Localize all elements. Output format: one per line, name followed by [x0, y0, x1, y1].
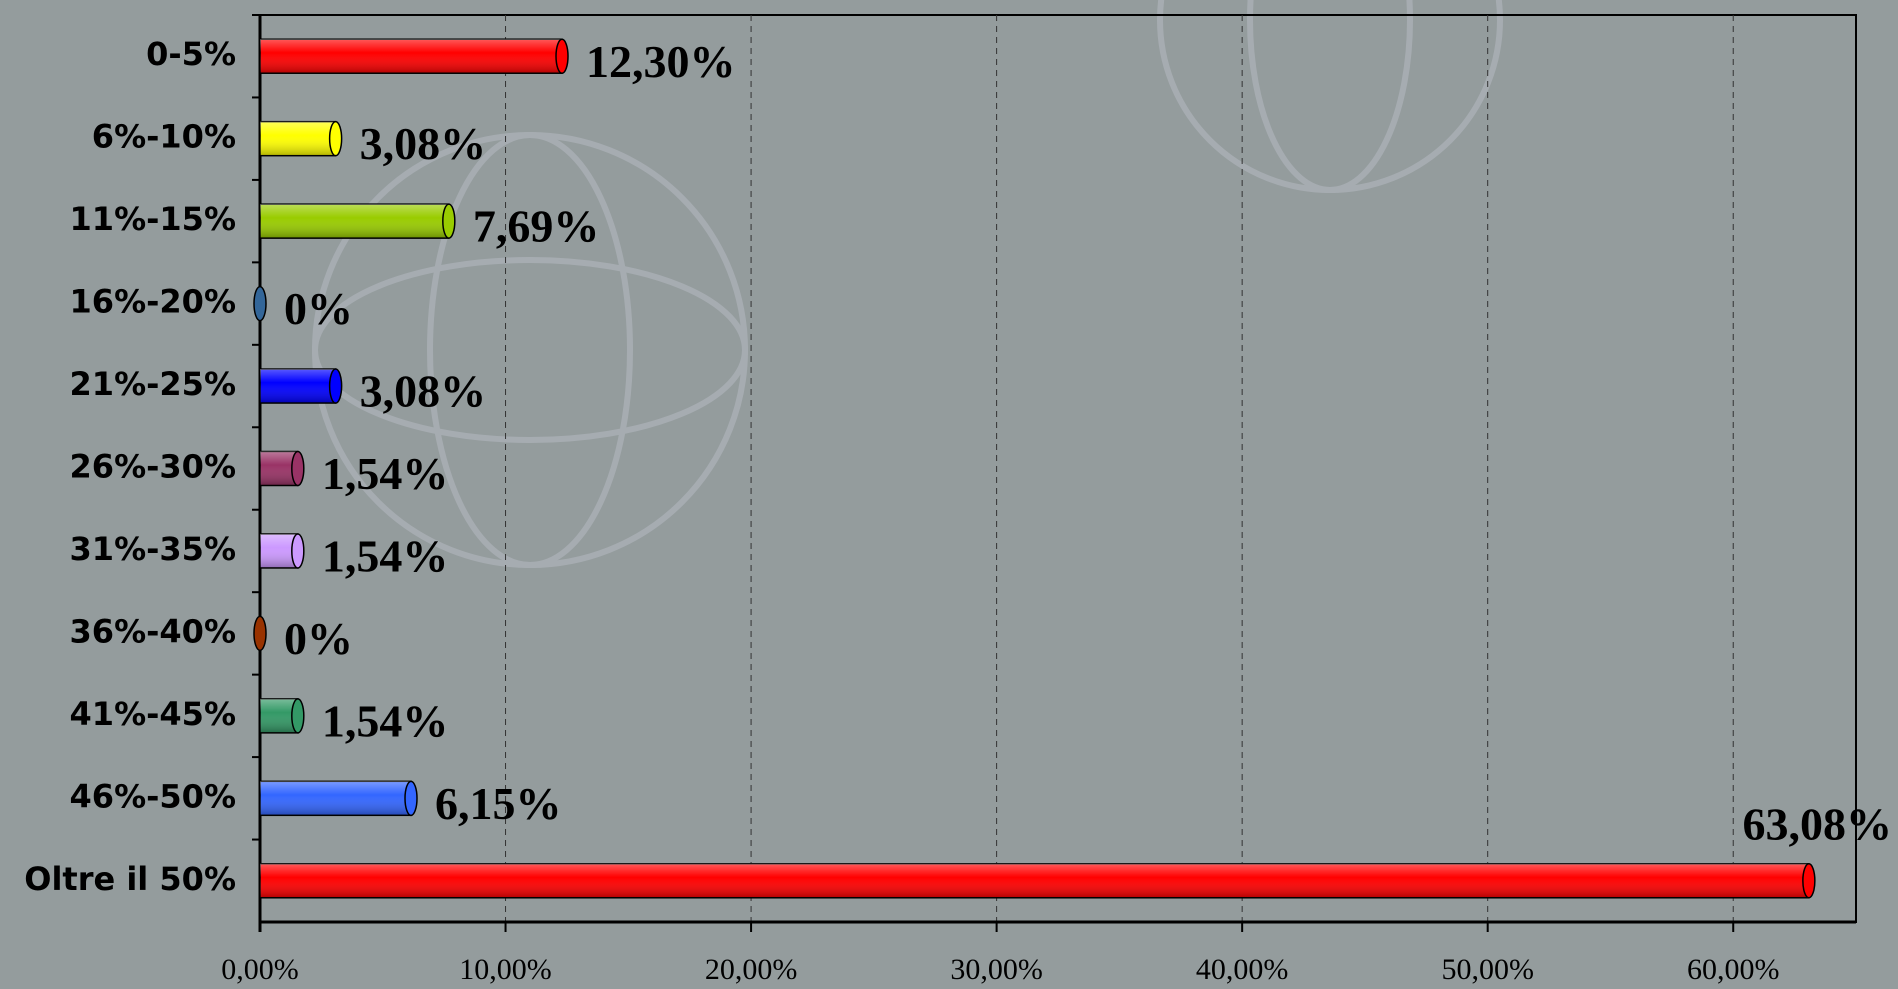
page: {"chart_data": {"type": "bar", "orientat… [0, 0, 1898, 989]
x-tick-label: 0,00% [221, 953, 299, 986]
value-label: 0% [284, 283, 353, 334]
bar-cap [405, 781, 417, 815]
bar-shade [260, 369, 336, 403]
bar-shade [260, 864, 1809, 898]
x-tick-label: 20,00% [705, 953, 798, 986]
bar-cap [330, 122, 342, 156]
bar-cap [292, 452, 304, 486]
value-label: 1,54% [322, 695, 449, 746]
value-label: 63,08% [1743, 798, 1893, 849]
category-label: 11%-15% [70, 200, 236, 238]
category-label: 41%-45% [70, 695, 236, 733]
bar-cap [330, 369, 342, 403]
value-label: 0% [284, 613, 353, 664]
bar-cap [254, 287, 266, 321]
bar-shade [260, 122, 336, 156]
value-label: 12,30% [586, 36, 736, 87]
category-label: Oltre il 50% [24, 860, 236, 898]
category-label: 0-5% [146, 35, 236, 73]
bar-shade [260, 39, 562, 73]
bar-cap [443, 204, 455, 238]
bar-cap [556, 39, 568, 73]
x-tick-label: 10,00% [459, 953, 552, 986]
value-label: 7,69% [473, 201, 600, 252]
background-globe [315, 0, 1500, 565]
value-label: 1,54% [322, 448, 449, 499]
category-label: 21%-25% [70, 365, 236, 403]
category-label: 6%-10% [92, 118, 236, 156]
category-label: 31%-35% [70, 530, 236, 568]
bar-shade [260, 781, 411, 815]
bar-shade [260, 204, 449, 238]
category-label: 46%-50% [70, 777, 236, 815]
category-label: 26%-30% [70, 448, 236, 486]
bar-cap [1803, 864, 1815, 898]
x-tick-label: 40,00% [1196, 953, 1289, 986]
value-label: 1,54% [322, 531, 449, 582]
bar-cap [254, 616, 266, 650]
bar-cap [292, 699, 304, 733]
x-tick-label: 50,00% [1441, 953, 1534, 986]
x-tick-label: 30,00% [950, 953, 1043, 986]
x-tick-label: 60,00% [1687, 953, 1780, 986]
category-label: 16%-20% [70, 283, 236, 321]
chart: 0,00% 10,00% 20,00% 30,00% 40,00% 50,00% 60,00… [0, 0, 1898, 989]
value-label: 3,08% [360, 366, 487, 417]
bar-cap [292, 534, 304, 568]
category-label: 36%-40% [70, 612, 236, 650]
value-label: 6,15% [435, 778, 562, 829]
value-label: 3,08% [360, 118, 487, 169]
